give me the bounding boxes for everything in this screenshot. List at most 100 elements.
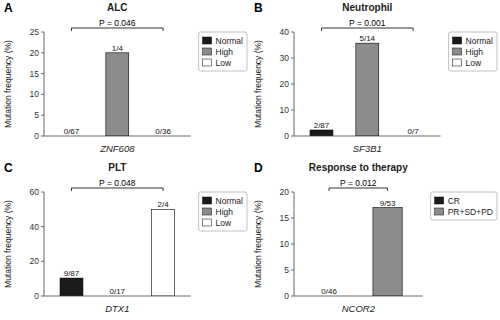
data-label: 1/4 [112, 44, 124, 53]
bar [152, 209, 175, 296]
legend-swatch [453, 59, 462, 66]
y-tick [41, 73, 44, 74]
y-tick-label: 0 [284, 131, 289, 141]
y-tick [41, 52, 44, 53]
y-tick-label: 40 [280, 27, 290, 37]
data-label: 0/17 [110, 287, 126, 296]
legend-label: High [216, 207, 234, 217]
title: Response to therapy [309, 162, 408, 173]
data-label: 0/7 [408, 127, 420, 136]
y-tick [41, 136, 44, 137]
y-tick-label: 20 [280, 79, 290, 89]
significance-line [387, 188, 388, 191]
y-label: Mutation frequency (%) [3, 40, 13, 128]
panel-label: A [4, 1, 13, 15]
y-tick [291, 270, 294, 271]
y-tick [41, 261, 44, 262]
y-tick [291, 296, 294, 297]
title: PLT [108, 162, 126, 173]
title: ALC [107, 2, 128, 13]
y-tick [41, 192, 44, 193]
y-axis [44, 192, 45, 296]
legend-frame [199, 32, 247, 71]
y-tick-label: 5 [284, 265, 289, 275]
legend-label: Normal [216, 36, 244, 46]
y-label: Mutation frequency (%) [253, 200, 263, 288]
y-tick [291, 110, 294, 111]
y-tick [41, 296, 44, 297]
bar [60, 278, 83, 296]
panel: CRPR+SD+PD D Response to therapy 0 5 10 15 20 NC… [253, 161, 497, 314]
bars [373, 208, 402, 296]
panel-label: B [254, 1, 263, 15]
significance-line [413, 28, 414, 31]
legend-swatch [203, 219, 212, 226]
y-tick-label: 30 [280, 53, 290, 63]
legend-label: Normal [216, 196, 244, 206]
legend: CRPR+SD+PD [431, 192, 497, 220]
significance-line [71, 28, 72, 31]
y-tick-label: 15 [30, 69, 40, 79]
legend-label: PR+SD+PD [448, 207, 493, 217]
y-label: Mutation frequency (%) [253, 40, 263, 128]
legend-label: Low [216, 58, 232, 68]
bar [356, 43, 379, 136]
y-tick-label: 0 [284, 291, 289, 301]
y-label: Mutation frequency (%) [3, 200, 13, 288]
legend: NormalHighLow [199, 32, 247, 71]
legend-swatch [203, 59, 212, 66]
legend: NormalHighLow [199, 192, 247, 231]
y-tick-label: 60 [30, 187, 40, 197]
data-label: 0/67 [64, 127, 80, 136]
data-label: 2/87 [314, 121, 330, 130]
title: Neutrophil [342, 2, 392, 13]
significance-line [329, 188, 330, 191]
legend-swatch [203, 48, 212, 55]
chart: NormalHighLowAALC0510152025ZNF608Mutatio… [0, 0, 500, 320]
y-tick-label: 20 [30, 256, 40, 266]
x-label: ZNF608 [99, 143, 135, 154]
y-tick-label: 0 [34, 131, 39, 141]
legend-swatch [203, 197, 212, 204]
legend-swatch [203, 37, 212, 44]
panel: NormalHighLow A ALC 0 5 10 15 20 25 ZNF608 Mutatio… [3, 1, 247, 154]
y-tick [41, 115, 44, 116]
annotation: P = 0.048 [99, 178, 136, 188]
y-axis [44, 32, 45, 136]
significance-line [163, 188, 164, 191]
panel: NormalHighLowCPLT0204060DTX1Mutation fre… [3, 161, 247, 314]
y-tick-label: 25 [30, 27, 40, 37]
data-label: 0/46 [321, 287, 337, 296]
legend-label: Normal [466, 36, 494, 46]
y-tick-label: 10 [280, 239, 290, 249]
panel-label: C [4, 161, 13, 175]
panel: NormalHighLowBNeutrophil010203040SF3B1Mu… [253, 1, 497, 154]
y-tick [41, 32, 44, 33]
legend-label: Low [466, 58, 482, 68]
legend-swatch [453, 48, 462, 55]
legend-swatch [203, 208, 212, 215]
legend-label: CR [448, 196, 460, 206]
y-tick [291, 244, 294, 245]
data-label: 2/4 [158, 200, 170, 209]
legend: NormalHighLow [449, 32, 497, 71]
y-tick-label: 20 [280, 187, 290, 197]
y-tick-label: 20 [30, 48, 40, 58]
annotation: P = 0.012 [340, 178, 377, 188]
y-tick [41, 94, 44, 95]
x-label: SF3B1 [353, 143, 382, 154]
x-axis [294, 296, 423, 297]
legend-label: High [466, 47, 484, 57]
x-label: NCOR2 [342, 303, 376, 314]
y-tick-label: 15 [280, 213, 290, 223]
y-tick-label: 10 [30, 89, 40, 99]
y-tick-label: 40 [30, 222, 40, 232]
data-label: 0/36 [155, 127, 171, 136]
data-label: 5/14 [360, 34, 376, 43]
x-label: DTX1 [105, 303, 129, 314]
legend-label: High [216, 47, 234, 57]
y-tick-label: 5 [34, 110, 39, 120]
panel-label: D [254, 161, 263, 175]
bars [106, 53, 129, 136]
annotation: P = 0.001 [349, 18, 386, 28]
